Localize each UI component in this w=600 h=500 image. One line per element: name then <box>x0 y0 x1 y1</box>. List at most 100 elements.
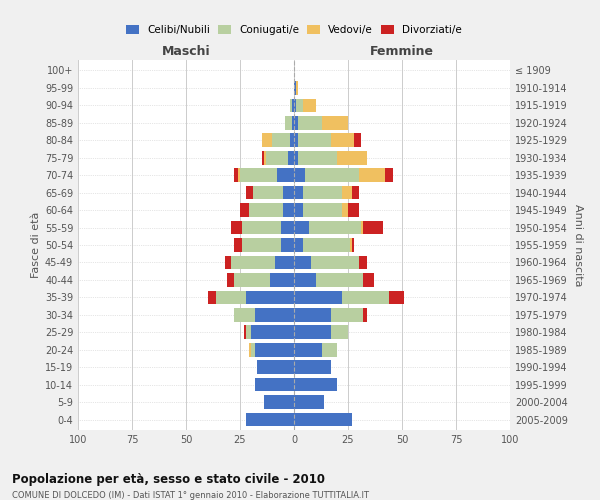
Bar <box>255 343 294 356</box>
Bar <box>247 412 294 426</box>
Bar <box>283 186 294 200</box>
Bar <box>281 238 294 252</box>
Text: Maschi: Maschi <box>161 46 211 59</box>
Bar <box>232 220 242 234</box>
Bar <box>322 116 348 130</box>
Bar <box>389 290 404 304</box>
Bar <box>294 360 331 374</box>
Bar <box>292 116 294 130</box>
Y-axis label: Anni di nascita: Anni di nascita <box>573 204 583 286</box>
Bar <box>294 290 341 304</box>
Bar <box>363 273 374 286</box>
Bar <box>290 98 292 112</box>
Bar <box>257 360 294 374</box>
Bar <box>385 168 394 182</box>
Bar <box>216 290 247 304</box>
Bar <box>322 343 337 356</box>
Bar <box>292 98 294 112</box>
Bar <box>311 256 359 270</box>
Bar <box>262 134 272 147</box>
Bar <box>305 168 359 182</box>
Text: Femmine: Femmine <box>370 46 434 59</box>
Bar <box>294 238 302 252</box>
Bar <box>296 98 302 112</box>
Bar <box>359 168 385 182</box>
Bar <box>294 81 296 94</box>
Bar <box>232 256 275 270</box>
Bar <box>233 238 242 252</box>
Bar <box>264 396 294 409</box>
Bar <box>350 238 352 252</box>
Bar <box>294 412 352 426</box>
Bar <box>337 151 367 164</box>
Bar <box>331 134 355 147</box>
Bar <box>294 396 324 409</box>
Bar <box>248 204 283 217</box>
Bar <box>247 290 294 304</box>
Bar <box>233 308 255 322</box>
Bar <box>277 168 294 182</box>
Bar <box>248 343 251 356</box>
Bar <box>247 186 253 200</box>
Bar <box>361 220 363 234</box>
Bar <box>296 81 298 94</box>
Bar <box>255 378 294 392</box>
Bar <box>348 204 359 217</box>
Bar <box>208 290 216 304</box>
Bar <box>294 308 331 322</box>
Bar <box>302 204 341 217</box>
Bar <box>233 168 238 182</box>
Bar <box>302 98 316 112</box>
Bar <box>294 204 302 217</box>
Bar <box>331 308 363 322</box>
Bar <box>331 326 348 339</box>
Bar <box>341 204 348 217</box>
Bar <box>302 238 350 252</box>
Bar <box>294 151 298 164</box>
Bar <box>270 273 294 286</box>
Bar <box>240 168 277 182</box>
Bar <box>355 134 361 147</box>
Bar <box>352 238 355 252</box>
Bar <box>264 151 266 164</box>
Bar <box>240 204 248 217</box>
Bar <box>290 134 294 147</box>
Bar <box>302 186 341 200</box>
Bar <box>294 256 311 270</box>
Bar <box>287 151 294 164</box>
Bar <box>294 134 298 147</box>
Bar <box>255 308 294 322</box>
Bar <box>363 308 367 322</box>
Legend: Celibi/Nubili, Coniugati/e, Vedovi/e, Divorziati/e: Celibi/Nubili, Coniugati/e, Vedovi/e, Di… <box>122 21 466 40</box>
Bar <box>281 220 294 234</box>
Bar <box>242 220 281 234</box>
Bar <box>225 256 232 270</box>
Bar <box>238 168 240 182</box>
Bar <box>294 98 296 112</box>
Bar <box>294 116 298 130</box>
Bar <box>294 343 322 356</box>
Bar <box>352 186 359 200</box>
Bar <box>272 134 290 147</box>
Bar <box>316 273 363 286</box>
Bar <box>253 186 283 200</box>
Bar <box>286 116 292 130</box>
Bar <box>309 220 361 234</box>
Bar <box>266 151 287 164</box>
Bar <box>227 273 233 286</box>
Bar <box>242 238 281 252</box>
Bar <box>298 134 331 147</box>
Bar <box>262 151 264 164</box>
Bar <box>251 326 294 339</box>
Text: Popolazione per età, sesso e stato civile - 2010: Popolazione per età, sesso e stato civil… <box>12 472 325 486</box>
Bar <box>294 378 337 392</box>
Bar <box>294 220 309 234</box>
Bar <box>247 326 251 339</box>
Bar <box>363 220 383 234</box>
Bar <box>341 186 352 200</box>
Bar <box>341 290 389 304</box>
Bar <box>233 273 270 286</box>
Text: COMUNE DI DOLCEDO (IM) - Dati ISTAT 1° gennaio 2010 - Elaborazione TUTTITALIA.IT: COMUNE DI DOLCEDO (IM) - Dati ISTAT 1° g… <box>12 491 369 500</box>
Bar <box>294 186 302 200</box>
Bar <box>294 273 316 286</box>
